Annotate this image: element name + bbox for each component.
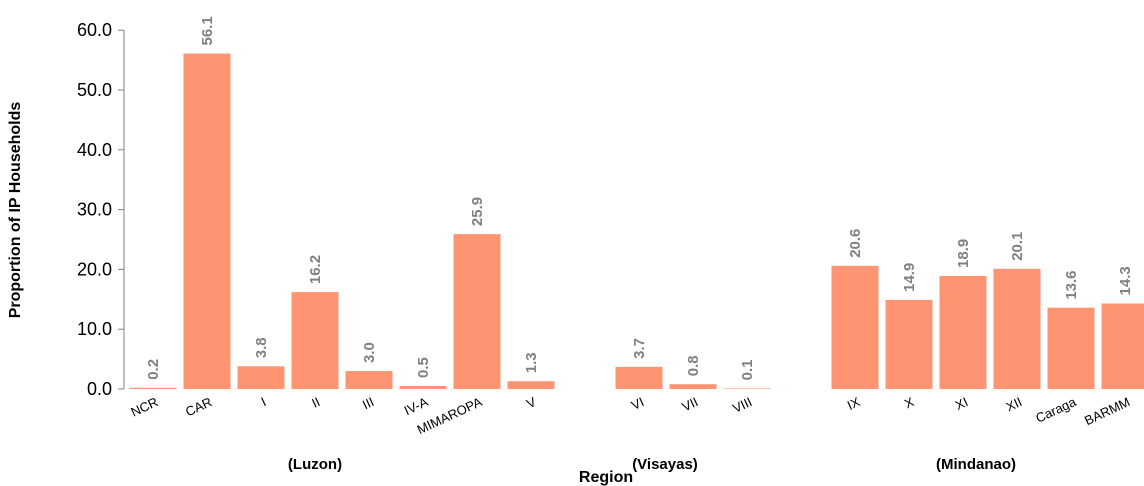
data-label: 0.5 [415,357,432,378]
y-axis-title: Proportion of IP Households [7,102,24,319]
category-label: X [902,394,916,411]
data-labels: 0.2 56.1 3.8 16.2 3.0 0.5 25.9 1.3 3.7 0.8 0.1 20.6… [145,16,1134,380]
bar [453,234,501,389]
data-label: 3.8 [253,337,270,358]
category-label: XII [1004,394,1025,414]
data-label: 14.3 [1117,266,1134,295]
data-label: 20.1 [1009,232,1026,261]
category-label: VI [629,394,646,413]
y-tick-label: 10.0 [77,319,112,339]
bar [831,265,879,389]
bar [291,292,339,389]
y-tick-label: 20.0 [77,259,112,279]
data-label: 20.6 [847,229,864,258]
data-label: 16.2 [307,255,324,284]
category-label: IX [845,394,863,413]
y-tick-label: 40.0 [77,140,112,160]
category-label: II [309,394,322,411]
bar [615,366,663,389]
category-label: VII [680,394,701,414]
group-label: (Luzon) [288,456,342,473]
bar [993,268,1041,389]
category-label: VIII [730,394,754,416]
data-label: 0.2 [145,359,162,380]
bar [723,388,771,389]
y-tick-label: 30.0 [77,200,112,220]
category-label: V [524,394,538,411]
category-label: CAR [183,394,214,419]
y-tick-label: 0.0 [87,379,112,399]
bar [183,53,231,389]
category-label: I [259,394,269,409]
category-label: III [360,394,376,412]
bar [129,387,177,389]
group-label: (Visayas) [632,456,698,473]
bar [1047,307,1095,389]
bars [129,53,1144,389]
category-label: Caraga [1033,394,1079,426]
data-label: 25.9 [469,197,486,226]
x-axis-title: Region [579,469,633,486]
bar [885,299,933,389]
data-label: 3.0 [361,342,378,363]
data-label: 3.7 [631,338,648,359]
y-tick-label: 60.0 [77,20,112,40]
y-tick-label: 50.0 [77,80,112,100]
category-label: BARMM [1082,394,1132,428]
group-labels: (Luzon) (Visayas) (Mindanao) [288,456,1016,473]
data-label: 18.9 [955,239,972,268]
data-label: 56.1 [199,16,216,45]
bar [1101,303,1144,389]
data-label: 0.8 [685,355,702,376]
data-label: 0.1 [739,360,756,381]
data-label: 1.3 [523,352,540,373]
data-label: 14.9 [901,263,918,292]
y-axis: 0.0 10.0 20.0 30.0 40.0 50.0 60.0 [77,20,125,399]
category-label: NCR [128,394,160,420]
bar [345,371,393,389]
bar [237,366,285,389]
data-label: 13.6 [1063,270,1080,299]
category-label: XI [953,394,970,413]
bar [669,384,717,389]
bar [507,381,555,389]
bar [939,275,987,389]
group-label: (Mindanao) [936,456,1016,473]
category-label: IV-A [402,394,431,418]
bar [399,386,447,389]
